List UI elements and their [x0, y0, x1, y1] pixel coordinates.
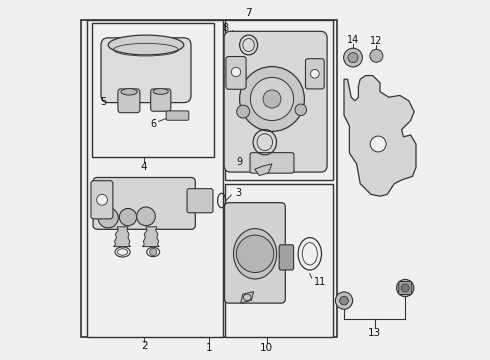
Polygon shape — [225, 184, 333, 337]
Polygon shape — [225, 20, 333, 180]
FancyBboxPatch shape — [226, 57, 246, 89]
Circle shape — [401, 284, 409, 292]
Polygon shape — [255, 164, 272, 176]
Polygon shape — [87, 20, 223, 337]
Text: 10: 10 — [260, 343, 273, 354]
FancyBboxPatch shape — [305, 59, 324, 89]
FancyBboxPatch shape — [399, 282, 412, 294]
Text: 7: 7 — [245, 8, 252, 18]
Ellipse shape — [153, 89, 169, 94]
Circle shape — [343, 48, 363, 67]
FancyBboxPatch shape — [101, 38, 191, 103]
FancyBboxPatch shape — [91, 181, 113, 219]
Circle shape — [263, 90, 281, 108]
Circle shape — [348, 53, 358, 63]
FancyBboxPatch shape — [250, 153, 294, 173]
Circle shape — [335, 292, 353, 309]
Text: 5: 5 — [100, 96, 106, 107]
Text: 4: 4 — [141, 162, 147, 172]
Text: 1: 1 — [206, 343, 212, 354]
FancyBboxPatch shape — [224, 31, 327, 172]
Circle shape — [149, 248, 157, 256]
Circle shape — [370, 49, 383, 62]
Ellipse shape — [121, 89, 137, 95]
Polygon shape — [241, 292, 254, 303]
Circle shape — [370, 136, 386, 152]
Text: 11: 11 — [314, 276, 326, 287]
Text: 9: 9 — [237, 157, 243, 167]
FancyBboxPatch shape — [93, 177, 196, 229]
FancyBboxPatch shape — [166, 111, 189, 120]
Circle shape — [396, 279, 414, 297]
FancyBboxPatch shape — [187, 189, 213, 213]
FancyBboxPatch shape — [151, 89, 171, 111]
FancyBboxPatch shape — [224, 203, 285, 303]
Circle shape — [237, 105, 250, 118]
Circle shape — [295, 104, 307, 116]
Polygon shape — [81, 20, 337, 337]
Text: 3: 3 — [235, 188, 241, 198]
Text: 14: 14 — [347, 35, 359, 45]
FancyBboxPatch shape — [279, 245, 294, 270]
Text: 2: 2 — [141, 341, 147, 351]
Circle shape — [340, 296, 348, 305]
Text: 12: 12 — [370, 36, 383, 46]
Circle shape — [311, 69, 319, 78]
Circle shape — [231, 67, 241, 77]
Ellipse shape — [108, 35, 184, 55]
Polygon shape — [114, 227, 130, 247]
Text: 6: 6 — [150, 119, 156, 129]
Polygon shape — [344, 76, 416, 196]
Text: 13: 13 — [368, 328, 381, 338]
Circle shape — [98, 208, 118, 228]
Circle shape — [250, 77, 294, 121]
Polygon shape — [143, 227, 159, 247]
Circle shape — [137, 207, 155, 226]
Circle shape — [240, 67, 304, 131]
Polygon shape — [92, 23, 215, 157]
Circle shape — [97, 194, 107, 205]
FancyBboxPatch shape — [118, 89, 140, 113]
Circle shape — [120, 208, 137, 226]
Text: 8: 8 — [222, 23, 229, 33]
Circle shape — [236, 235, 274, 273]
Ellipse shape — [233, 229, 277, 279]
